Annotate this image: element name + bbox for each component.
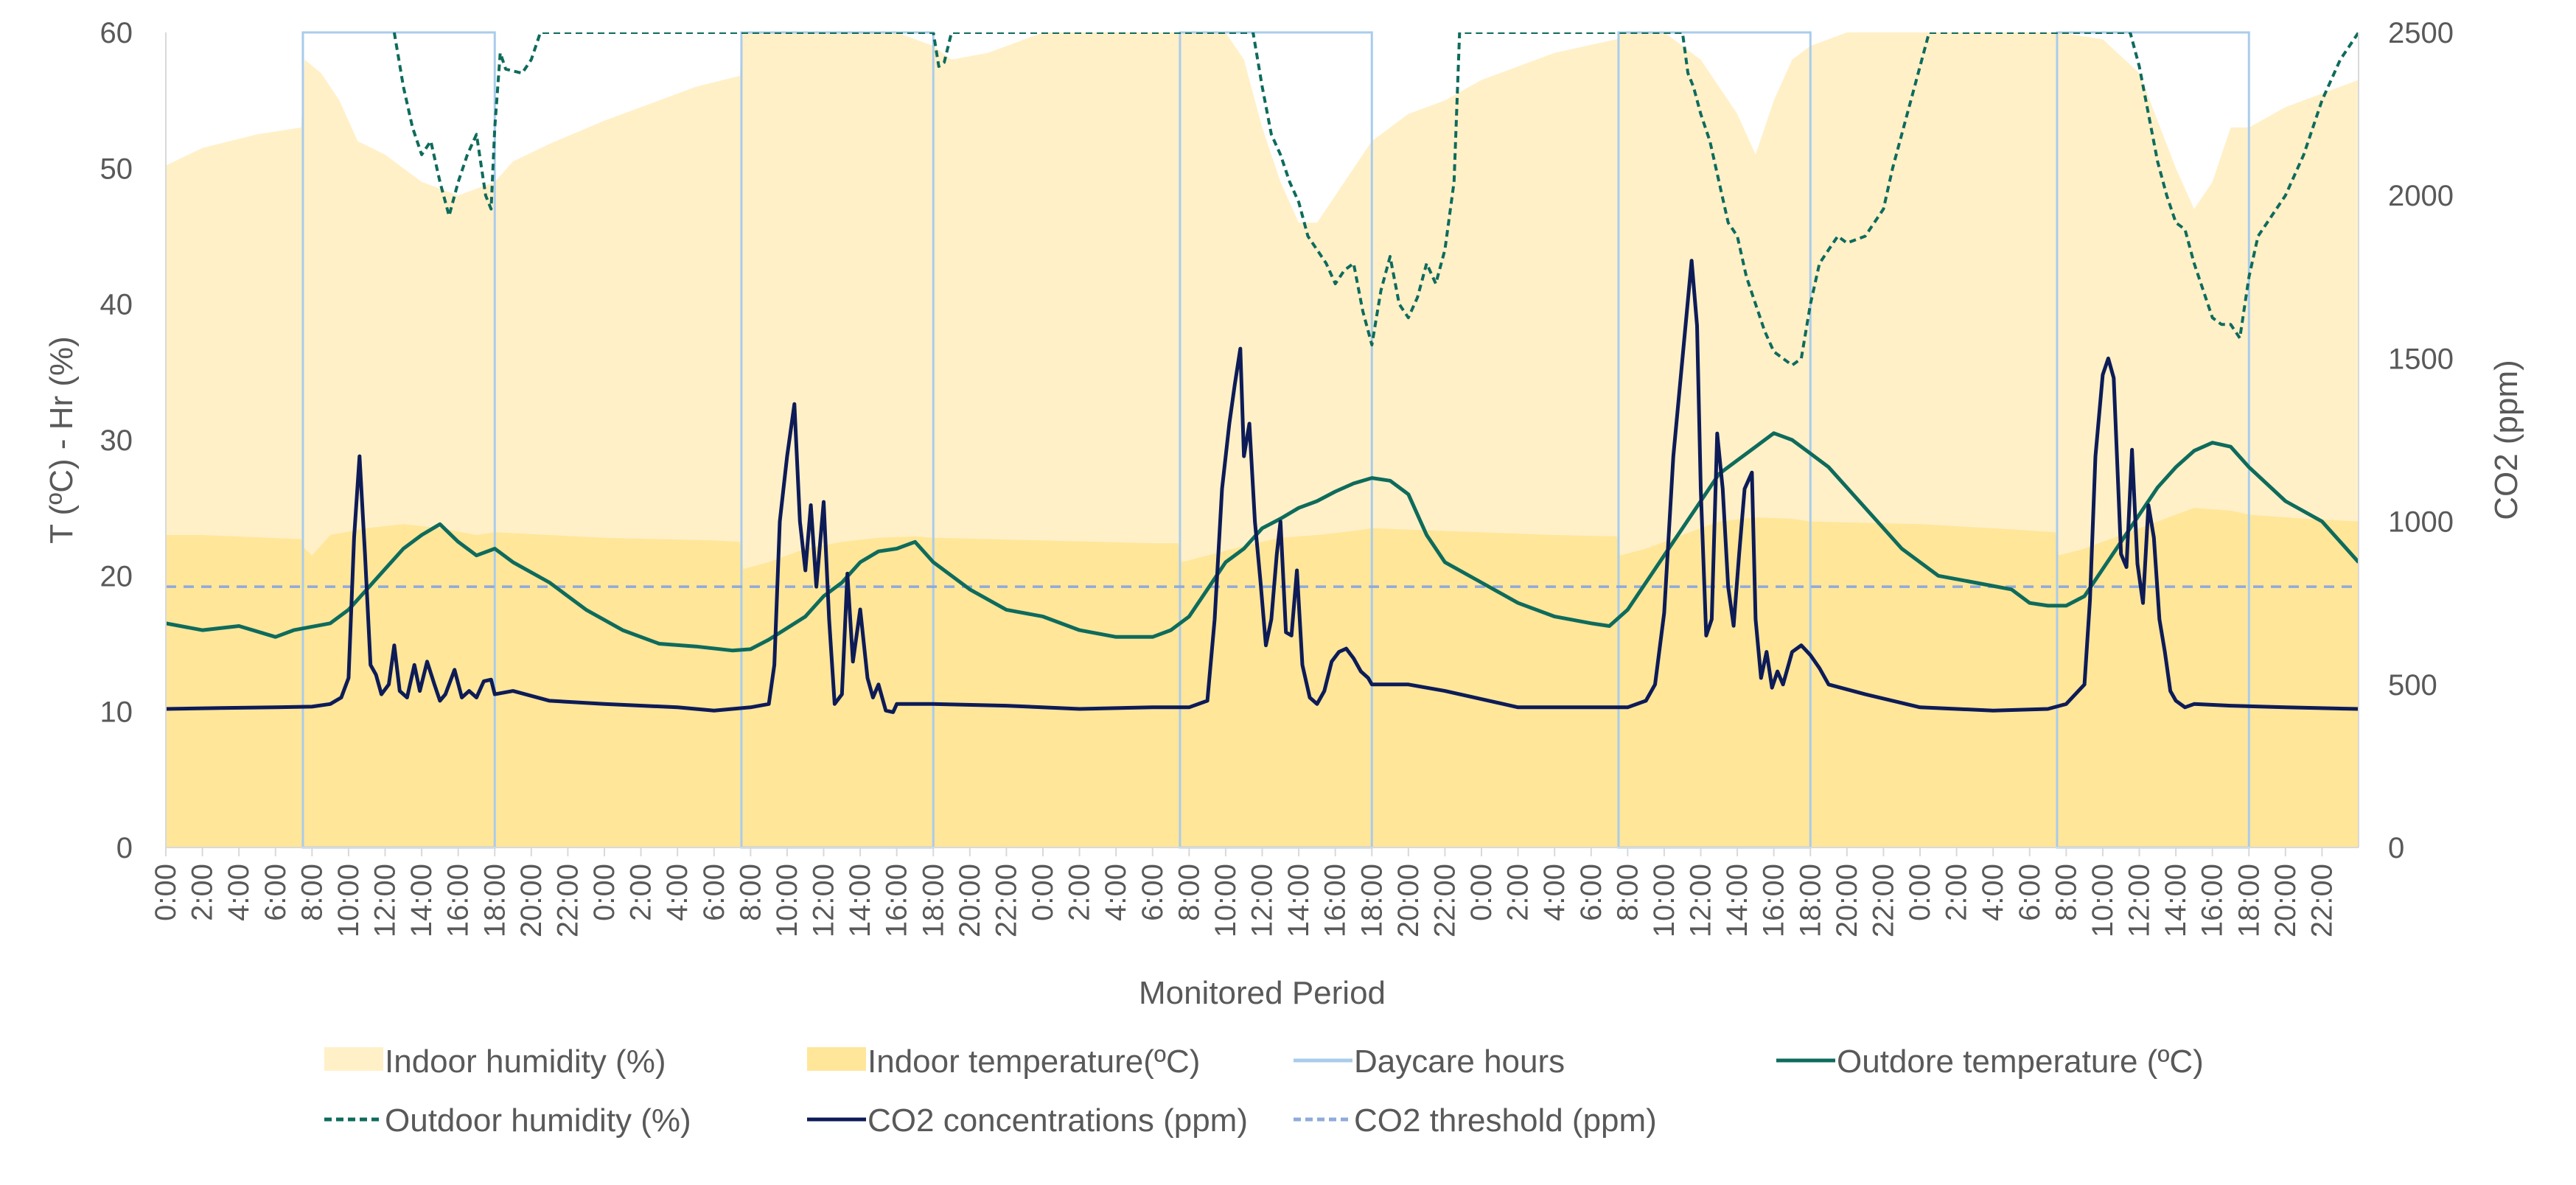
x-axis-title: Monitored Period: [1139, 975, 1386, 1011]
legend-label: Indoor temperature(ºC): [868, 1044, 1200, 1080]
line-series-layer: [166, 32, 2359, 714]
x-tick-label: 2:00: [186, 864, 219, 921]
x-tick-label: 20:00: [1831, 864, 1863, 937]
x-tick-label: 16:00: [881, 864, 913, 937]
x-tick-label: 10:00: [771, 864, 803, 937]
legend-outdoor-temperature: Outdore temperature (ºC): [1776, 1044, 2204, 1080]
legend-label: Outdoor humidity (%): [385, 1102, 691, 1139]
legend-label: Daycare hours: [1354, 1044, 1565, 1080]
legend-indoor-humidity: Indoor humidity (%): [324, 1044, 666, 1080]
legend-co2-threshold: CO2 threshold (ppm): [1294, 1102, 1657, 1139]
x-tick-label: 8:00: [296, 864, 328, 921]
legend-outdoor-humidity: Outdoor humidity (%): [324, 1102, 691, 1139]
x-tick-label: 6:00: [698, 864, 730, 921]
co2-concentration-line: [166, 259, 2359, 714]
x-tick-label: 2:00: [1941, 864, 1973, 921]
x-tick-label: 18:00: [478, 864, 511, 937]
x-tick-label: 22:00: [990, 864, 1022, 937]
x-tick-label: 16:00: [442, 864, 475, 937]
x-tick-label: 18:00: [1355, 864, 1388, 937]
x-tick-label: 6:00: [1575, 864, 1608, 921]
y-left-tick-label: 10: [100, 696, 133, 729]
x-tick-label: 16:00: [1758, 864, 1790, 937]
x-tick-label: 2:00: [625, 864, 657, 921]
x-tick-label: 10:00: [2087, 864, 2119, 937]
x-tick-label: 20:00: [2269, 864, 2302, 937]
legend-label: CO2 threshold (ppm): [1354, 1102, 1657, 1139]
x-tick-label: 4:00: [1100, 864, 1132, 921]
x-tick-label: 20:00: [515, 864, 548, 937]
y-right-tick-label: 500: [2388, 669, 2437, 702]
x-tick-label: 12:00: [1246, 864, 1279, 937]
legend-daycare-hours: Daycare hours: [1294, 1044, 1565, 1080]
x-tick-label: 0:00: [1027, 864, 1059, 921]
x-tick-label: 18:00: [2233, 864, 2265, 937]
y-right-tick-label: 2500: [2388, 17, 2454, 49]
x-tick-label: 8:00: [734, 864, 767, 921]
x-tick-label: 8:00: [2050, 864, 2082, 921]
x-tick-label: 6:00: [259, 864, 292, 921]
x-tick-label: 18:00: [917, 864, 949, 937]
y-axis-right-title: CO2 (ppm): [2488, 360, 2524, 520]
outdoor-humidity-line: [392, 32, 2359, 367]
x-tick-label: 22:00: [2306, 864, 2338, 937]
x-tick-label: 4:00: [223, 864, 255, 921]
x-tick-label: 2:00: [1064, 864, 1096, 921]
y-left-tick-label: 20: [100, 560, 133, 592]
legend-swatch: [807, 1047, 866, 1071]
x-tick-label: 14:00: [844, 864, 876, 937]
x-tick-label: 16:00: [1319, 864, 1352, 937]
x-tick-label: 2:00: [1502, 864, 1535, 921]
y-right-tick-label: 1000: [2388, 506, 2454, 539]
y-right-tick-label: 2000: [2388, 180, 2454, 212]
x-tick-label: 0:00: [1904, 864, 1936, 921]
y-left-tick-label: 50: [100, 153, 133, 185]
x-tick-label: 12:00: [808, 864, 840, 937]
x-tick-label: 18:00: [1794, 864, 1826, 937]
x-tick-label: 10:00: [1648, 864, 1680, 937]
y-right-tick-label: 0: [2388, 832, 2404, 864]
x-tick-label: 6:00: [1137, 864, 1169, 921]
outdoor-temperature-line: [166, 431, 2359, 653]
legend-label: CO2 concentrations (ppm): [868, 1102, 1248, 1139]
x-tick-label: 12:00: [369, 864, 402, 937]
x-tick-label: 8:00: [1611, 864, 1644, 921]
legend: Indoor humidity (%) Indoor temperature(ºC…: [324, 1044, 2204, 1139]
y-axis-left-title: T (ºC) - Hr (%): [43, 336, 80, 544]
y-left-tick-label: 30: [100, 424, 133, 457]
x-tick-label: 8:00: [1173, 864, 1205, 921]
x-tick-label: 4:00: [1538, 864, 1571, 921]
y-right-tick-label: 1500: [2388, 343, 2454, 375]
legend-swatch: [324, 1047, 383, 1071]
x-tick-label: 14:00: [1282, 864, 1315, 937]
x-tick-label: 0:00: [1465, 864, 1498, 921]
legend-indoor-temperature: Indoor temperature(ºC): [807, 1044, 1200, 1080]
legend-label: Indoor humidity (%): [385, 1044, 666, 1080]
y-left-tick-label: 60: [100, 17, 133, 49]
x-tick-label: 10:00: [332, 864, 365, 937]
x-tick-label: 20:00: [1392, 864, 1425, 937]
y-left-tick-label: 0: [116, 832, 133, 864]
x-tick-label: 6:00: [2014, 864, 2046, 921]
x-tick-label: 4:00: [1977, 864, 2009, 921]
x-tick-label: 0:00: [150, 864, 182, 921]
legend-co2-concentration: CO2 concentrations (ppm): [807, 1102, 1248, 1139]
x-tick-label: 0:00: [588, 864, 621, 921]
x-tick-label: 20:00: [954, 864, 986, 937]
x-tick-label: 14:00: [1721, 864, 1753, 937]
x-tick-label: 10:00: [1210, 864, 1242, 937]
x-tick-label: 12:00: [1685, 864, 1717, 937]
y-left-tick-label: 40: [100, 289, 133, 321]
x-tick-label: 22:00: [1428, 864, 1461, 937]
x-tick-label: 14:00: [2160, 864, 2192, 937]
x-tick-label: 4:00: [661, 864, 694, 921]
legend-label: Outdore temperature (ºC): [1837, 1044, 2204, 1080]
x-tick-label: 12:00: [2123, 864, 2156, 937]
x-tick-label: 22:00: [1867, 864, 1899, 937]
x-tick-label: 14:00: [405, 864, 438, 937]
x-tick-label: 22:00: [551, 864, 584, 937]
x-tick-label: 16:00: [2196, 864, 2229, 937]
